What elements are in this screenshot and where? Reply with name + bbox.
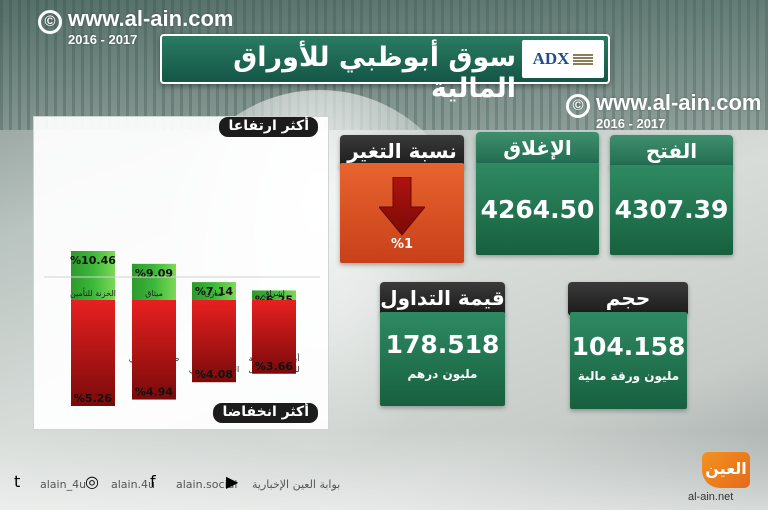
loser-name-label: منازل (205, 289, 224, 298)
page-title: سوق أبوظبي للأوراق المالية (233, 42, 516, 104)
copyright-icon: © (38, 9, 62, 34)
trade-value-unit: مليون درهم (407, 367, 478, 381)
facebook-icon: f (150, 472, 156, 491)
closing-box: 4264.50 (476, 163, 599, 255)
watermark-top-left: © www.al-ain.com 2016 - 2017 (38, 6, 233, 47)
twitter-link[interactable]: t alain_4u (14, 472, 104, 510)
youtube-link[interactable]: ▶ بوابة العين الإخبارية (226, 472, 340, 510)
opening-label: الفتح (645, 139, 698, 163)
youtube-label: بوابة العين الإخبارية (252, 478, 341, 491)
trade-value-box: 178.518 مليون درهم (380, 312, 505, 406)
adx-logo-lines (573, 53, 594, 65)
loser-bar (192, 300, 236, 383)
volume-value: 104.158 (571, 332, 686, 361)
instagram-label: alain.4u (111, 478, 156, 491)
closing-value: 4264.50 (480, 195, 595, 224)
loser-name-label: ميثاق (145, 289, 163, 298)
loser-bar (71, 300, 115, 406)
footer: t alain_4u ◎ alain.4u f alain.social ▶ ب… (0, 462, 768, 510)
top-losers-label: أكثر انخفاضا (213, 403, 318, 423)
instagram-link[interactable]: ◎ alain.4u (85, 472, 175, 510)
closing-header: الإغلاق (476, 132, 599, 166)
watermark-url: www.al-ain.com (596, 90, 762, 115)
movers-bar-chart: %10.46أسماك%9.09طيران أبو ظبي%7.14بنك أم… (44, 251, 320, 406)
trade-value-label: قيمة التداول (380, 286, 505, 310)
title-bar: سوق أبوظبي للأوراق المالية ADX (160, 34, 610, 104)
loser-bar (132, 300, 176, 400)
gainer-value-label: %10.46 (70, 254, 116, 267)
volume-header: حجم التداولات (568, 282, 688, 342)
loser-bar (252, 300, 296, 374)
arrow-down-icon (379, 177, 425, 236)
adx-logo-text: ADX (532, 49, 570, 68)
opening-header: الفتح (610, 135, 733, 169)
twitter-label: alain_4u (40, 478, 87, 491)
change-box: %1 (340, 163, 464, 263)
watermark-right: © www.al-ain.com 2016 - 2017 (566, 90, 761, 131)
copyright-icon: © (566, 93, 590, 118)
volume-box: 104.158 مليون ورقة مالية (570, 312, 687, 409)
loser-value-label: %4.08 (195, 368, 233, 381)
closing-label: الإغلاق (503, 136, 572, 160)
facebook-label: alain.social (176, 478, 238, 491)
watermark-url: www.al-ain.com (68, 6, 234, 31)
background-fade (0, 430, 768, 510)
adx-logo: ADX (522, 40, 604, 78)
gainer-value-label: %7.14 (195, 285, 234, 298)
loser-name-label: إشراق (263, 289, 285, 299)
loser-name-label: الخزنة للتأمين (70, 287, 116, 298)
trade-value-value: 178.518 (385, 330, 500, 359)
movers-chart-panel: %10.46أسماك%9.09طيران أبو ظبي%7.14بنك أم… (33, 116, 329, 430)
brand-url: al-ain.net (688, 491, 734, 503)
loser-value-label: %3.66 (255, 360, 294, 373)
volume-unit: مليون ورقة مالية (577, 369, 680, 383)
change-value: %1 (390, 237, 414, 252)
gainer-value-label: %9.09 (135, 267, 173, 280)
watermark-years: 2016 - 2017 (68, 31, 138, 47)
trade-value-header: قيمة التداول (380, 282, 505, 316)
change-label: نسبة التغير (347, 139, 457, 163)
instagram-icon: ◎ (85, 472, 99, 491)
opening-value: 4307.39 (614, 195, 729, 224)
opening-box: 4307.39 (610, 165, 733, 255)
youtube-icon: ▶ (226, 472, 239, 491)
twitter-icon: t (14, 472, 21, 491)
loser-value-label: %4.94 (135, 386, 174, 399)
watermark-years: 2016 - 2017 (596, 115, 666, 131)
facebook-link[interactable]: f alain.social (150, 472, 240, 510)
loser-value-label: %5.26 (74, 392, 113, 405)
al-ain-logo: العين (702, 452, 750, 488)
top-gainers-label: أكثر ارتفاعا (219, 117, 318, 137)
